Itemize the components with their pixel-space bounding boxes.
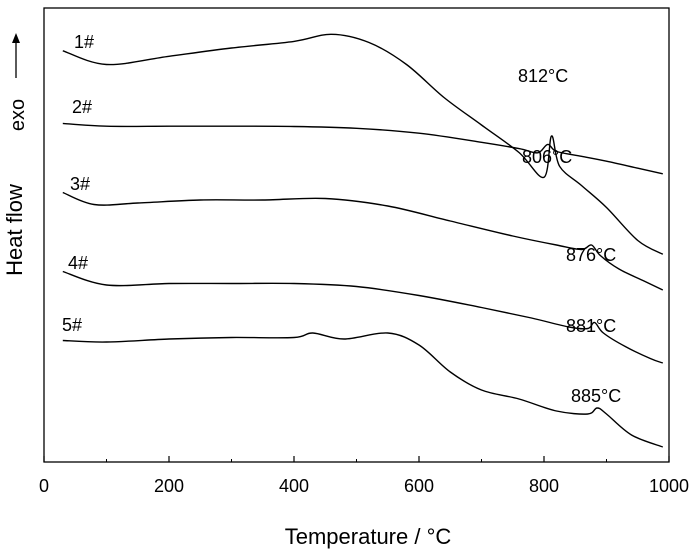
peak-label-3: 876°C [566,245,616,265]
curve-label-1: 1# [74,32,94,52]
peak-label-4: 881°C [566,316,616,336]
curve-label-4: 4# [68,253,88,273]
x-axis-ticks: 0 200 400 600 800 1000 [39,456,689,496]
curve-3 [62,191,664,291]
x-tick-label: 800 [529,476,559,496]
x-tick-label: 400 [279,476,309,496]
curve-5 [62,332,664,448]
exo-arrow [12,33,20,78]
curve-label-3: 3# [70,174,90,194]
peak-label-5: 885°C [571,386,621,406]
peak-label-2: 806°C [522,147,572,167]
x-tick-label: 1000 [649,476,689,496]
exo-label: exo [7,99,29,131]
x-axis-title: Temperature / °C [285,524,452,549]
peak-label-1: 812°C [518,66,568,86]
curves-group [62,33,664,448]
x-tick-label: 600 [404,476,434,496]
curve-labels-group: 1# 2# 3# 4# 5# [62,32,94,335]
x-tick-label: 0 [39,476,49,496]
y-axis-title: Heat flow [2,184,27,276]
curve-1 [62,33,664,255]
x-tick-label: 200 [154,476,184,496]
curve-label-5: 5# [62,315,82,335]
exo-arrow-head [12,33,20,43]
curve-2 [62,122,663,175]
curve-4 [62,270,664,364]
curve-label-2: 2# [72,97,92,117]
peak-labels-group: 812°C 806°C 876°C 881°C 885°C [518,66,621,406]
